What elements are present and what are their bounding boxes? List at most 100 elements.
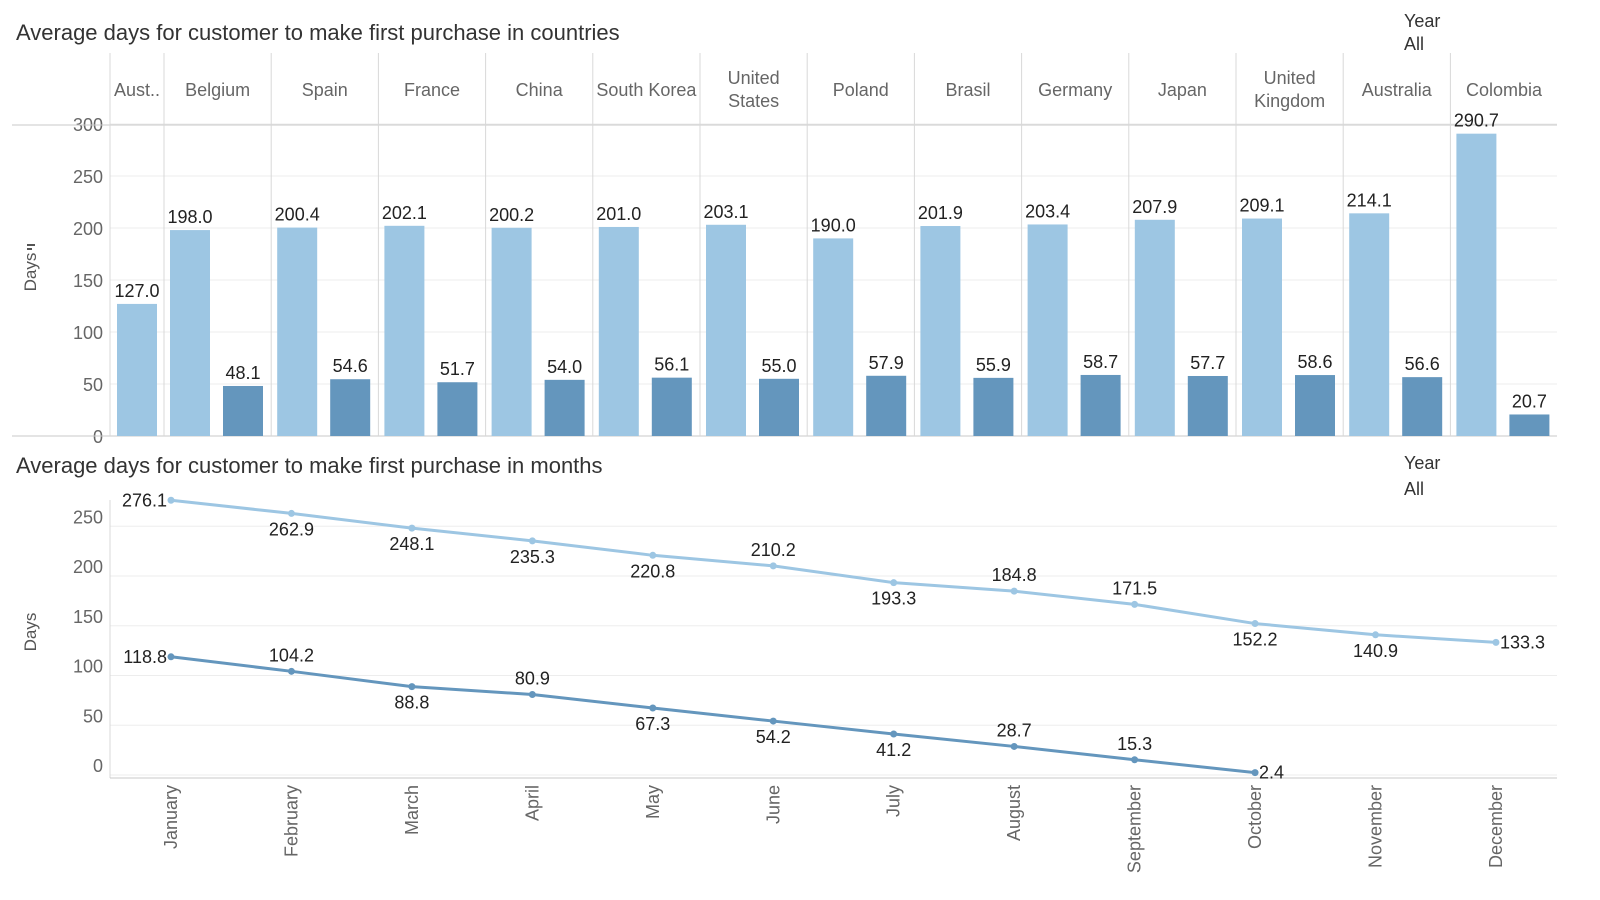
top-y-tick-label: 50: [83, 375, 103, 395]
bottom-chart-title: Average days for customer to make first …: [16, 453, 603, 478]
top-bar-light: [1456, 133, 1497, 436]
top-year-filter-label[interactable]: Year: [1404, 11, 1440, 31]
top-y-tick-label: 100: [73, 323, 103, 343]
bottom-point-label-light: 248.1: [389, 534, 434, 554]
top-bar-dark-value: 54.0: [547, 357, 582, 377]
top-bar-dark-value: 57.7: [1190, 353, 1225, 373]
top-bar-dark: [330, 379, 371, 436]
top-bar-dark: [1295, 375, 1335, 436]
bottom-point-label-light: 220.8: [630, 561, 675, 581]
top-bar-light-value: 202.1: [382, 203, 427, 223]
bottom-x-tick-label: April: [522, 785, 542, 821]
top-bar-dark: [1402, 377, 1443, 436]
bottom-point-dark: [167, 653, 175, 661]
bottom-year-filter-label[interactable]: Year: [1404, 453, 1440, 473]
bottom-point-label-light: 140.9: [1353, 641, 1398, 661]
top-bar-dark-value: 54.6: [333, 356, 368, 376]
top-y-tick-label: 150: [73, 271, 103, 291]
top-column-header: South Korea: [596, 80, 697, 100]
top-bar-dark-value: 55.9: [976, 355, 1011, 375]
bottom-x-tick-label: February: [281, 785, 301, 857]
top-bar-dark-value: 58.6: [1297, 352, 1332, 372]
top-bar-dark-value: 58.7: [1083, 352, 1118, 372]
bottom-y-axis-label: Days: [21, 613, 40, 652]
bottom-point-light: [1492, 638, 1500, 646]
bottom-x-tick-label: July: [884, 785, 904, 817]
bottom-point-light: [1372, 631, 1379, 639]
top-y-tick-label: 0: [93, 427, 103, 447]
top-bar-light: [1242, 218, 1282, 436]
top-column-header: Poland: [833, 80, 889, 100]
top-y-axis-label: Days: [21, 253, 40, 292]
bottom-y-tick-label: 0: [93, 756, 103, 776]
top-year-filter-value[interactable]: All: [1404, 34, 1424, 54]
bottom-point-dark: [1010, 742, 1018, 750]
top-bar-dark-value: 57.9: [869, 353, 904, 373]
top-bar-dark-value: 48.1: [225, 363, 260, 383]
bottom-point-light: [408, 524, 416, 532]
top-column-header: China: [516, 80, 564, 100]
bottom-x-tick-label: August: [1004, 785, 1024, 841]
bottom-point-light: [769, 562, 777, 570]
bottom-point-label-light: 133.3: [1500, 632, 1545, 652]
bottom-point-label-dark: 28.7: [997, 720, 1032, 740]
top-column-header-line: United: [728, 68, 780, 88]
top-column-header-line: States: [728, 91, 779, 111]
top-column-header: Belgium: [185, 80, 250, 100]
top-bar-dark: [973, 377, 1014, 436]
bottom-point-label-light: 276.1: [122, 490, 167, 510]
top-column-header-line: Kingdom: [1254, 91, 1325, 111]
top-chart-title: Average days for customer to make first …: [16, 20, 620, 45]
bottom-point-dark: [769, 717, 777, 725]
bottom-x-tick-label: November: [1366, 785, 1386, 868]
top-bar-light-value: 190.0: [811, 215, 856, 235]
bottom-point-light: [890, 579, 898, 587]
top-bar-light: [277, 227, 318, 436]
top-y-tick-label: 250: [73, 167, 103, 187]
bottom-point-label-dark: 80.9: [515, 669, 550, 689]
bottom-point-light: [649, 551, 657, 559]
bottom-point-dark: [287, 667, 295, 675]
bottom-point-label-light: 262.9: [269, 519, 314, 539]
top-bar-dark-value: 20.7: [1512, 391, 1547, 411]
top-column-header: Colombia: [1466, 80, 1543, 100]
bottom-y-tick-label: 250: [73, 507, 103, 527]
top-bar-dark: [223, 385, 263, 436]
top-bar-light: [598, 226, 639, 436]
bottom-point-label-light: 152.2: [1233, 630, 1278, 650]
bottom-point-label-dark: 88.8: [394, 693, 429, 713]
bottom-y-tick-label: 50: [83, 706, 103, 726]
sort-icon[interactable]: [27, 244, 35, 250]
bottom-point-light: [1010, 587, 1018, 595]
top-bar-light-value: 200.4: [275, 205, 320, 225]
bottom-point-label-light: 184.8: [992, 565, 1037, 585]
bottom-point-dark: [408, 683, 416, 691]
bottom-x-tick-label: September: [1125, 785, 1145, 873]
bottom-point-dark: [1131, 756, 1139, 764]
top-bar-light: [117, 303, 157, 436]
bottom-year-filter-value[interactable]: All: [1404, 479, 1424, 499]
top-column-header: Australia: [1362, 80, 1433, 100]
top-column-header: Aust..: [114, 80, 160, 100]
top-bar-light-value: 209.1: [1239, 196, 1284, 216]
top-bar-light-value: 127.0: [114, 281, 159, 301]
top-bar-light-value: 198.0: [167, 207, 212, 227]
bottom-point-dark: [890, 730, 898, 738]
bottom-point-label-dark: 67.3: [635, 714, 670, 734]
top-bar-light-value: 200.2: [489, 205, 534, 225]
top-bar-dark: [866, 375, 907, 436]
bottom-point-label-dark: 118.8: [123, 647, 167, 667]
bottom-x-tick-label: October: [1245, 785, 1265, 849]
top-column-header: France: [404, 80, 460, 100]
bottom-point-label-light: 210.2: [751, 540, 796, 560]
bottom-line-chart: 0 50 100 150 200 250 January February March April…: [73, 490, 1557, 873]
bottom-series-line-dark: [170, 655, 1256, 775]
bottom-point-label-dark: 104.2: [269, 645, 314, 665]
top-y-tick-label: 200: [73, 219, 103, 239]
bottom-series-line-light: [170, 498, 1497, 644]
bottom-point-label-dark: 54.2: [756, 727, 791, 747]
top-bar-dark: [759, 378, 799, 436]
bottom-x-tick-label: May: [643, 785, 663, 819]
bottom-point-label-dark: 41.2: [876, 740, 911, 760]
